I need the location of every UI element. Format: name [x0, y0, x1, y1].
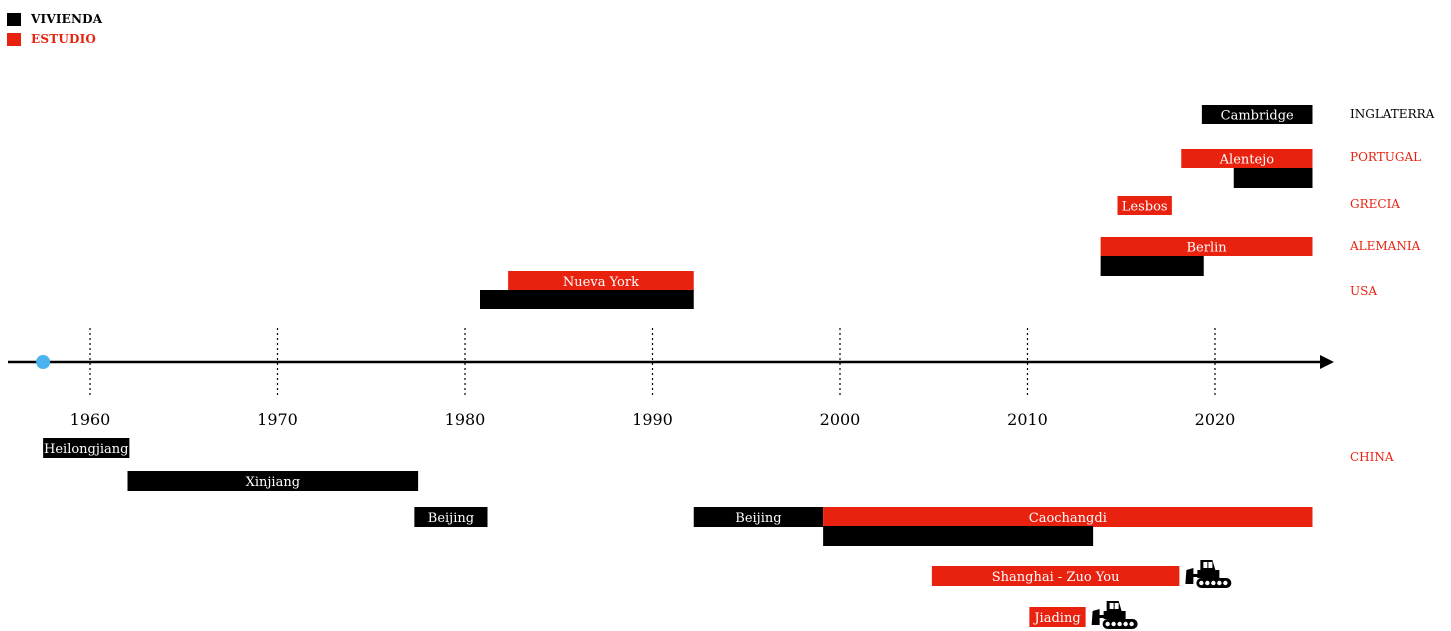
- legend-label-estudio: ESTUDIO: [31, 32, 97, 46]
- tick-label-2020: 2020: [1195, 410, 1236, 429]
- period-beijing: Beijing: [693, 507, 824, 527]
- period-extension-7: [480, 290, 694, 309]
- legend-label-vivienda: VIVIENDA: [31, 12, 103, 26]
- period-lesbos: Lesbos: [1117, 196, 1172, 215]
- country-labels: INGLATERRA PORTUGAL GRECIA ALEMANIA USA CHINA: [1349, 107, 1435, 464]
- country-label-alemania: ALEMANIA: [1349, 239, 1421, 253]
- vivienda-bar: [693, 507, 824, 527]
- legend-item-vivienda: VIVIENDA: [7, 9, 102, 29]
- period-heilongjiang: Heilongjiang: [43, 438, 130, 458]
- period-label: Heilongjiang: [44, 442, 129, 457]
- estudio-bar: [1100, 237, 1313, 256]
- period-label: Beijing: [735, 511, 781, 526]
- period-label: Alentejo: [1219, 153, 1275, 168]
- period-alentejo: Alentejo: [1181, 149, 1313, 168]
- period-beijing: Beijing: [414, 507, 488, 527]
- tick-label-1970: 1970: [257, 410, 298, 429]
- period-label: Berlin: [1186, 241, 1227, 256]
- year-gridlines: [89, 328, 1216, 397]
- vivienda-bar: [1201, 105, 1313, 124]
- timeline-arrowhead: [1320, 355, 1334, 369]
- vivienda-bar: [414, 507, 488, 527]
- period-extension-13: [823, 526, 1094, 546]
- vivienda-bar: [480, 290, 694, 309]
- period-jiading: Jiading: [1029, 601, 1138, 629]
- period-label: Nueva York: [563, 275, 639, 290]
- period-label: Beijing: [428, 511, 474, 526]
- period-extension-5: [1100, 256, 1204, 276]
- period-nueva-york: Nueva York: [508, 271, 694, 291]
- period-xinjiang: Xinjiang: [127, 471, 419, 491]
- period-label: Shanghai - Zuo You: [992, 570, 1120, 585]
- period-bars: Cambridge Alentejo Lesbos Berlin Nueva York H…: [43, 105, 1313, 629]
- tick-label-1980: 1980: [445, 410, 486, 429]
- period-berlin: Berlin: [1100, 237, 1313, 256]
- legend: VIVIENDA ESTUDIO: [7, 9, 102, 49]
- bulldozer-icon: [1091, 601, 1138, 629]
- estudio-bar: [931, 566, 1180, 586]
- period-label: Xinjiang: [246, 475, 300, 490]
- legend-swatch-estudio: [7, 32, 21, 46]
- legend-swatch-vivienda: [7, 12, 21, 26]
- vivienda-bar: [823, 526, 1094, 546]
- tick-label-1990: 1990: [632, 410, 673, 429]
- country-label-inglaterra: INGLATERRA: [1350, 107, 1435, 121]
- estudio-bar: [1029, 607, 1086, 627]
- country-label-china: CHINA: [1350, 450, 1394, 464]
- period-label: Caochangdi: [1029, 511, 1107, 526]
- period-label: Cambridge: [1221, 109, 1294, 124]
- legend-item-estudio: ESTUDIO: [7, 29, 102, 49]
- vivienda-bar: [1233, 168, 1313, 188]
- year-tick-labels: 1960 1970 1980 1990 2000 2010 2020: [70, 410, 1236, 429]
- country-label-usa: USA: [1350, 284, 1377, 298]
- period-label: Lesbos: [1122, 200, 1168, 215]
- estudio-bar: [508, 271, 694, 291]
- period-extension-2: [1233, 168, 1313, 188]
- estudio-bar: [1117, 196, 1172, 215]
- tick-label-2010: 2010: [1007, 410, 1048, 429]
- country-label-grecia: GRECIA: [1350, 197, 1400, 211]
- vivienda-bar: [43, 438, 130, 458]
- tick-label-2000: 2000: [820, 410, 861, 429]
- birth-marker: [36, 355, 51, 369]
- bulldozer-icon: [1185, 560, 1232, 588]
- country-label-portugal: PORTUGAL: [1350, 150, 1421, 164]
- period-label: Jiading: [1032, 611, 1080, 626]
- estudio-bar: [823, 507, 1313, 527]
- period-cambridge: Cambridge: [1201, 105, 1313, 124]
- period-shanghai-zuo-you: Shanghai - Zuo You: [931, 560, 1232, 588]
- estudio-bar: [1181, 149, 1313, 168]
- period-caochangdi: Caochangdi: [823, 507, 1313, 527]
- vivienda-bar: [1100, 256, 1204, 276]
- tick-label-1960: 1960: [70, 410, 111, 429]
- vivienda-bar: [127, 471, 419, 491]
